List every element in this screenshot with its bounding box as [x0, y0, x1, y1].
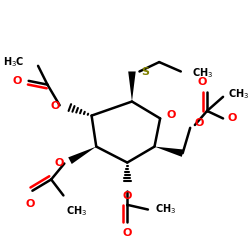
- Text: O: O: [50, 101, 60, 111]
- Text: O: O: [228, 114, 237, 124]
- Text: CH$_3$: CH$_3$: [192, 66, 213, 80]
- Text: O: O: [195, 118, 204, 128]
- Polygon shape: [128, 72, 136, 102]
- Text: S: S: [141, 68, 149, 78]
- Text: H$_3$C: H$_3$C: [4, 55, 25, 69]
- Text: O: O: [167, 110, 176, 120]
- Text: CH$_3$: CH$_3$: [228, 87, 249, 101]
- Text: O: O: [198, 78, 207, 88]
- Text: O: O: [54, 158, 64, 168]
- Text: O: O: [122, 191, 132, 201]
- Polygon shape: [68, 146, 96, 164]
- Text: O: O: [13, 76, 22, 86]
- Text: O: O: [26, 199, 35, 209]
- Polygon shape: [154, 146, 184, 157]
- Text: CH$_3$: CH$_3$: [156, 202, 176, 216]
- Text: CH$_3$: CH$_3$: [66, 204, 88, 218]
- Text: O: O: [122, 228, 132, 238]
